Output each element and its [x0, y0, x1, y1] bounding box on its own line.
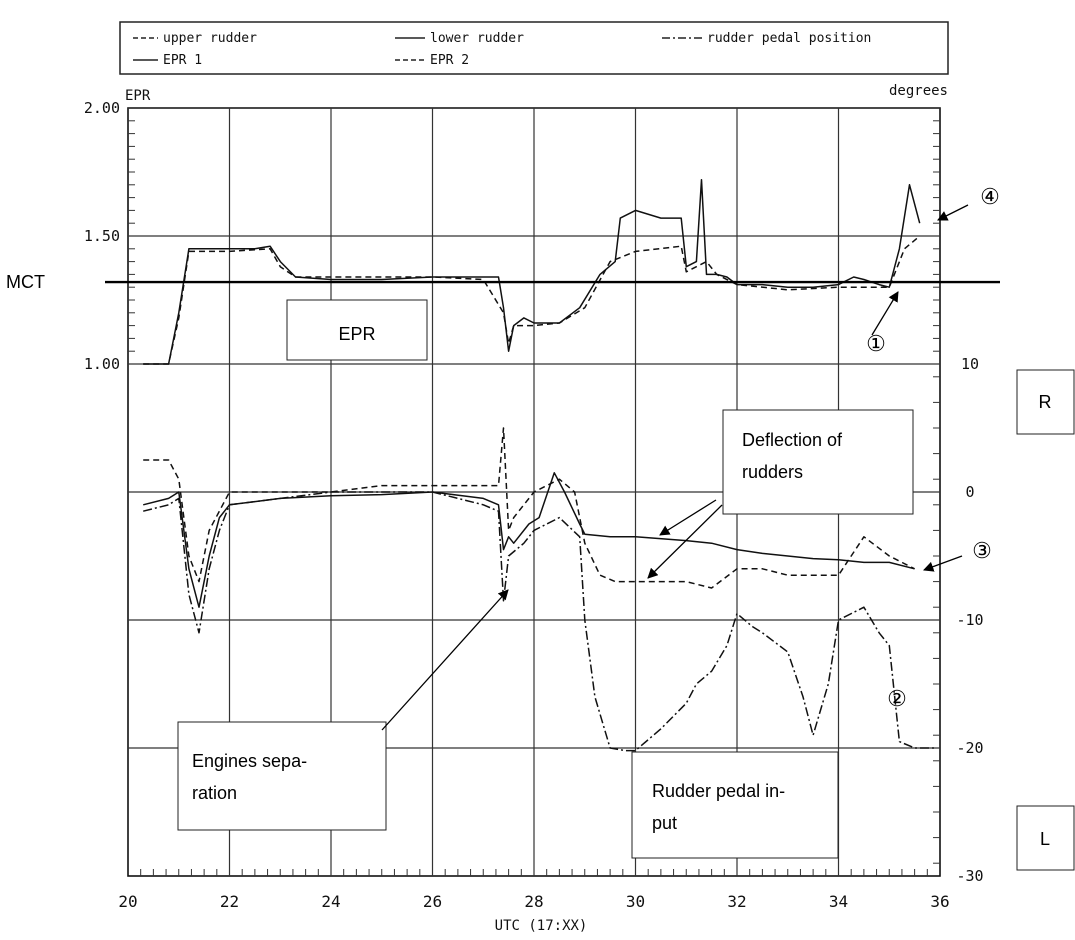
arrow-callout-3 [923, 555, 963, 572]
y-right-tick-label--20: -20 [956, 739, 983, 757]
left-axis-title: EPR [125, 88, 151, 104]
annotation-pedal-line1: Rudder pedal in- [652, 781, 785, 801]
annotation-r-box: R [1016, 369, 1075, 435]
mct-reference: MCT [6, 272, 1000, 292]
annotation-epr-text: EPR [338, 324, 375, 344]
y-left-tick-label-1.5: 1.50 [84, 227, 120, 245]
callout-1: ① [866, 331, 886, 356]
arrow-callout-1 [871, 291, 899, 336]
callout-3: ③ [972, 538, 992, 563]
arrow-deflection-upper [659, 499, 717, 536]
callout-4: ④ [980, 184, 1000, 209]
x-tick-label-32: 32 [727, 892, 746, 911]
annotation-engines-line2: ration [192, 783, 237, 803]
y-left-tick-label-1: 1.00 [84, 355, 120, 373]
annotation-engines-box: Engines sepa- ration [177, 721, 387, 831]
annotation-deflection-line1: Deflection of [742, 430, 843, 450]
series-lower-rudder [143, 472, 915, 608]
legend-label-pedal: rudder pedal position [707, 31, 871, 46]
series-rudder-pedal-position [143, 491, 935, 752]
x-tick-label-20: 20 [118, 892, 137, 911]
legend-label-lower-rudder: lower rudder [430, 31, 524, 46]
annotation-deflection-line2: rudders [742, 462, 803, 482]
callouts: ① ② ③ ④ [866, 184, 1000, 711]
ticks: 20 22 24 26 28 30 32 34 36 1.00 1.50 2.00 10 0 -10 -20 -… [84, 99, 984, 911]
series-epr-1 [143, 178, 921, 365]
mct-label: MCT [6, 272, 45, 292]
x-tick-label-34: 34 [829, 892, 848, 911]
annotation-engines-line1: Engines sepa- [192, 751, 307, 771]
annotation-pedal-box: Rudder pedal in- put [631, 751, 839, 859]
y-right-tick-label--30: -30 [956, 867, 983, 885]
legend-label-upper-rudder: upper rudder [163, 31, 257, 46]
x-tick-label-24: 24 [321, 892, 340, 911]
series-epr-2 [143, 235, 921, 365]
legend-frame [119, 21, 949, 75]
annotation-pedal-line2: put [652, 813, 677, 833]
y-right-tick-label-10: 10 [961, 355, 979, 373]
annotation-l-text: L [1040, 829, 1050, 849]
callout-2: ② [887, 686, 907, 711]
annotation-l-box: L [1016, 805, 1075, 871]
legend-label-epr1: EPR 1 [163, 53, 202, 68]
right-axis-title: degrees [889, 83, 948, 99]
x-tick-label-36: 36 [930, 892, 949, 911]
x-tick-label-28: 28 [524, 892, 543, 911]
annotation-deflection-box: Deflection of rudders [722, 409, 914, 515]
arrow-engines [381, 589, 509, 731]
x-tick-label-22: 22 [220, 892, 239, 911]
annotation-arrows [381, 204, 969, 731]
arrow-deflection-lower [647, 504, 723, 579]
x-axis-title: UTC (17:XX) [495, 918, 588, 934]
y-left-tick-label-2: 2.00 [84, 99, 120, 117]
y-right-tick-label-0: 0 [965, 483, 974, 501]
series-layer [143, 178, 935, 752]
y-right-tick-label--10: -10 [956, 611, 983, 629]
x-tick-label-26: 26 [423, 892, 442, 911]
annotation-r-text: R [1039, 392, 1052, 412]
x-tick-label-30: 30 [626, 892, 645, 911]
legend-label-epr2: EPR 2 [430, 53, 469, 68]
annotation-epr-box: EPR [286, 299, 428, 361]
legend: upper rudder lower rudder rudder pedal p… [119, 21, 949, 75]
arrow-callout-4 [937, 204, 969, 221]
series-upper-rudder [143, 427, 915, 589]
